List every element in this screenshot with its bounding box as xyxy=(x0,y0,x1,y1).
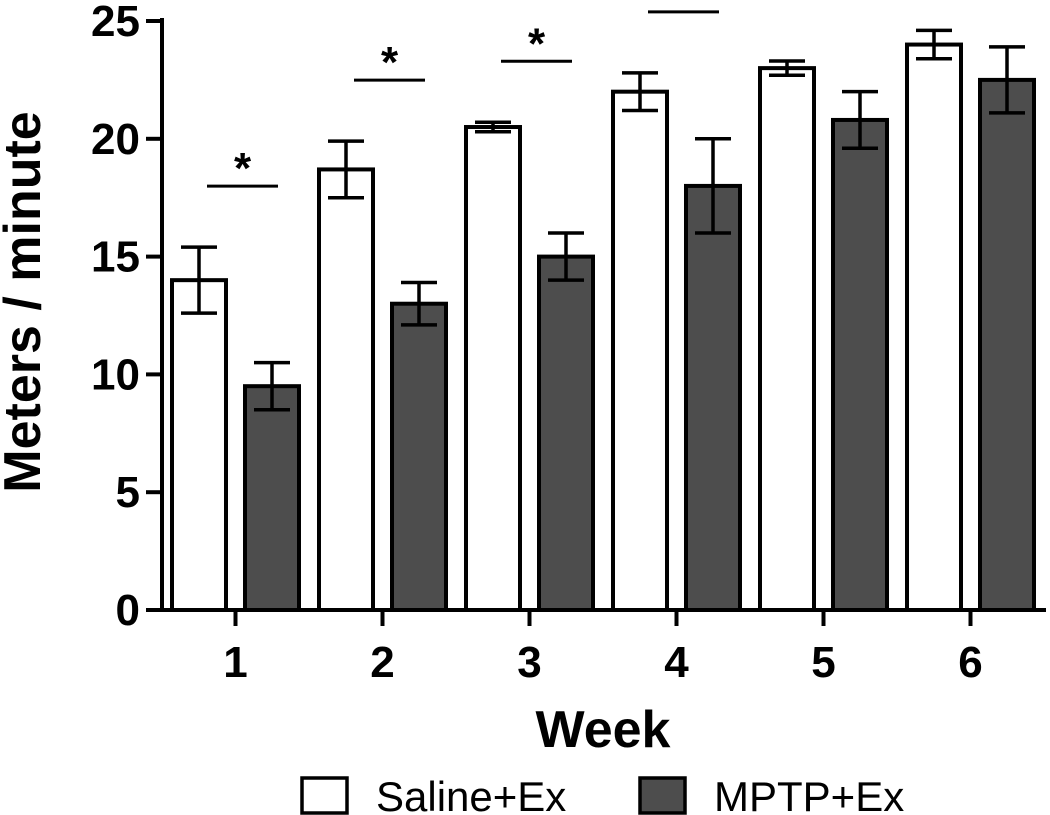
legend-label: Saline+Ex xyxy=(376,773,566,815)
bar-mptp-ex xyxy=(978,77,1036,612)
bar-saline-ex xyxy=(170,278,228,612)
y-tick-label: 5 xyxy=(116,468,140,517)
bar-mptp-ex xyxy=(684,183,742,612)
x-tick-label: 3 xyxy=(517,638,541,687)
y-axis-title: Meters / minute xyxy=(0,111,52,492)
significance-marker: * xyxy=(675,0,693,19)
y-tick-label: 10 xyxy=(91,350,140,399)
bar-mptp-ex xyxy=(831,117,889,613)
significance-marker: * xyxy=(234,144,252,193)
bar-saline-ex xyxy=(758,66,816,613)
legend-label: MPTP+Ex xyxy=(714,773,904,815)
y-tick-label: 25 xyxy=(91,0,140,46)
plot-area: 0 5 10 15 20 25 1 2 3 4 5 6 * * * * xyxy=(91,0,1046,687)
bar-saline-ex xyxy=(464,125,522,613)
x-axis-title: Week xyxy=(536,701,671,759)
x-tick-label: 6 xyxy=(958,638,982,687)
significance-marker: * xyxy=(528,19,546,68)
x-tick-label: 1 xyxy=(223,638,247,687)
bar-saline-ex xyxy=(905,42,963,613)
bar-saline-ex xyxy=(317,167,375,612)
y-tick-label: 20 xyxy=(91,115,140,164)
y-tick-label: 15 xyxy=(91,233,140,282)
y-tick-label: 0 xyxy=(116,586,140,635)
legend: Saline+Ex MPTP+Ex xyxy=(300,773,904,815)
bar-saline-ex xyxy=(611,89,669,613)
significance-marker: * xyxy=(381,38,399,87)
legend-swatch xyxy=(638,776,687,815)
bar-mptp-ex xyxy=(537,254,595,612)
x-tick-label: 2 xyxy=(370,638,394,687)
x-tick-label: 5 xyxy=(811,638,835,687)
bar-mptp-ex xyxy=(243,384,301,612)
x-tick-label: 4 xyxy=(664,638,689,687)
legend-swatch xyxy=(300,776,349,815)
bar-mptp-ex xyxy=(390,301,448,612)
